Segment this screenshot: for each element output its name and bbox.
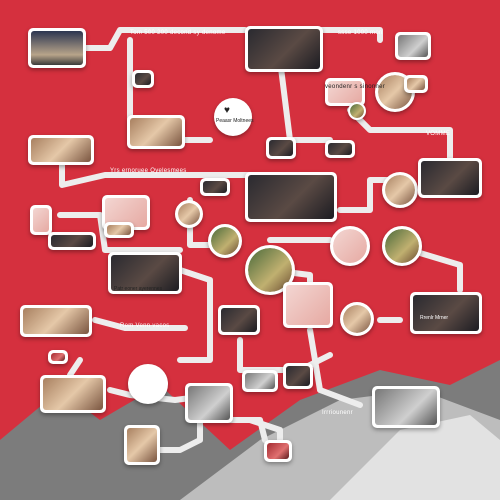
photo-card-group-top[interactable] <box>245 26 323 72</box>
photo-card-group-center[interactable] <box>245 172 337 222</box>
connector-2 <box>317 27 383 43</box>
label-bottom-right: Irrriounenr <box>322 410 353 416</box>
photo-card-tiny-bottom[interactable] <box>264 440 292 462</box>
photo-circle-man[interactable] <box>382 226 422 266</box>
label-mid-left: Yrs ernoruee Oyelesmees <box>110 168 187 174</box>
photo-card-small-1[interactable] <box>132 70 154 88</box>
label-lower-right-card: Rrenlr Mrner <box>420 315 449 321</box>
photo-card-couple[interactable] <box>20 305 92 337</box>
connector-13 <box>407 247 463 293</box>
photo-circle-street[interactable] <box>208 224 242 258</box>
photo-card-banner-lower-right[interactable] <box>410 292 482 334</box>
photo-card-thumbstrip[interactable] <box>48 232 96 250</box>
connector-19 <box>147 417 203 453</box>
label-mid-lower: Rem Venn vacos <box>120 323 170 329</box>
photo-card-portrait-right[interactable] <box>418 158 482 198</box>
label-top: Tom 500 200 decond sy denome <box>130 30 226 36</box>
info-circle-pink[interactable] <box>330 226 370 266</box>
photo-card-drinks[interactable] <box>40 375 106 413</box>
photo-card-small-right[interactable] <box>404 75 428 93</box>
logo-circle[interactable] <box>128 364 168 404</box>
label-card-caption: Patr eoner ayerennes <box>114 286 163 292</box>
photo-circle-orange[interactable] <box>175 200 203 228</box>
photo-circle-tiny[interactable] <box>348 102 366 120</box>
label-top-right: ssse 1000 mon <box>338 30 383 36</box>
photo-card-dark-lower[interactable] <box>283 363 313 389</box>
connector-22 <box>217 417 268 443</box>
label-vomme: VOMME <box>426 131 451 137</box>
label-heart-caption: Peaasr Moltnees <box>216 118 254 124</box>
connector-15 <box>92 317 188 331</box>
photo-card-dinner[interactable] <box>28 135 94 165</box>
photo-card-building[interactable] <box>395 32 431 60</box>
heart-icon: ♥ <box>224 105 230 116</box>
photo-card-sunset[interactable] <box>28 28 86 68</box>
connector-17 <box>307 327 363 408</box>
photo-circle-bottle[interactable] <box>340 302 374 336</box>
connector-9 <box>57 212 183 253</box>
photo-card-man-bottom[interactable] <box>124 425 160 465</box>
photo-card-dark-small[interactable] <box>266 137 296 159</box>
connector-4 <box>277 57 333 143</box>
photo-card-friends[interactable] <box>108 252 182 294</box>
connector-21 <box>67 357 83 378</box>
photo-card-interior[interactable] <box>242 370 278 392</box>
photo-card-stack-left[interactable] <box>30 205 52 235</box>
photo-card-small-3[interactable] <box>104 222 134 238</box>
info-card-center[interactable] <box>283 282 333 328</box>
photo-card-small-2[interactable] <box>200 178 230 196</box>
connector-10 <box>177 267 213 363</box>
mountain-snow <box>330 415 500 500</box>
connector-6 <box>59 162 253 188</box>
connector-5 <box>347 107 453 163</box>
photo-card-pair[interactable] <box>127 115 185 149</box>
photo-card-concert[interactable] <box>218 305 260 335</box>
label-center-right: veondenr s sinonner <box>325 84 386 90</box>
photo-card-portrait-bottom-right[interactable] <box>372 386 440 428</box>
photo-card-banner-right[interactable] <box>325 140 355 158</box>
photo-circle-plate[interactable] <box>382 172 418 208</box>
info-card-center-right[interactable] <box>325 78 365 106</box>
photo-card-glasses-man[interactable] <box>185 383 233 423</box>
heart-badge[interactable]: ♥ <box>214 98 252 136</box>
connector-1 <box>82 27 248 51</box>
photo-card-mini-left[interactable] <box>48 350 68 364</box>
